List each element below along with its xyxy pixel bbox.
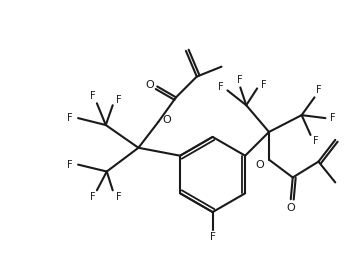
Text: F: F bbox=[237, 74, 243, 84]
Text: O: O bbox=[286, 203, 295, 213]
Text: F: F bbox=[261, 80, 267, 90]
Text: O: O bbox=[256, 159, 264, 169]
Text: F: F bbox=[316, 86, 321, 95]
Text: F: F bbox=[116, 192, 121, 202]
Text: F: F bbox=[116, 95, 121, 105]
Text: O: O bbox=[145, 80, 154, 90]
Text: F: F bbox=[218, 82, 223, 92]
Text: F: F bbox=[210, 232, 215, 242]
Text: F: F bbox=[331, 113, 336, 123]
Text: F: F bbox=[67, 113, 73, 123]
Text: O: O bbox=[163, 115, 171, 125]
Text: F: F bbox=[313, 136, 318, 146]
Text: F: F bbox=[90, 91, 96, 101]
Text: F: F bbox=[67, 159, 73, 169]
Text: F: F bbox=[90, 192, 96, 202]
